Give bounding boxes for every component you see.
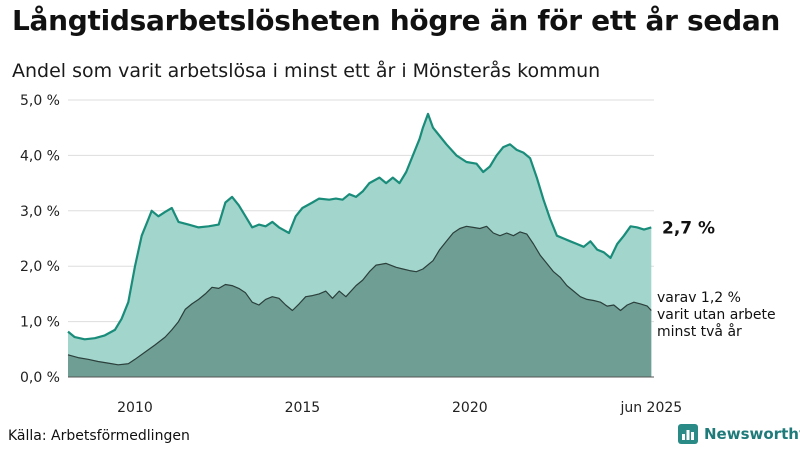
chart-subtitle: Andel som varit arbetslösa i minst ett å…	[12, 60, 601, 82]
x-tick-label: 2010	[117, 400, 153, 416]
y-tick-label: 1,0 %	[20, 315, 60, 331]
y-tick-label: 0,0 %	[20, 370, 60, 386]
y-tick-label: 2,0 %	[20, 259, 60, 275]
x-tick-label: 2020	[452, 400, 488, 416]
source-note: Källa: Arbetsförmedlingen	[8, 428, 190, 444]
y-tick-label: 4,0 %	[20, 148, 60, 164]
newsworthy-icon	[678, 424, 698, 444]
series-2-area	[68, 226, 652, 377]
y-tick-label: 3,0 %	[20, 204, 60, 220]
brand-logo: Newsworthy	[678, 424, 800, 444]
series-1-line	[67, 112, 652, 341]
latest-long-term-label: minst två år	[657, 323, 742, 340]
y-tick-label: 5,0 %	[20, 93, 60, 109]
latest-total-label: 2,7 %	[662, 218, 715, 238]
chart-title: Långtidsarbetslösheten högre än för ett …	[12, 4, 781, 37]
x-tick-label: 2015	[285, 400, 321, 416]
x-tick-label: jun 2025	[619, 400, 682, 416]
brand-label: Newsworthy	[704, 425, 800, 443]
latest-long-term-label: varav 1,2 %	[657, 290, 741, 306]
latest-long-term-label: varit utan arbete	[657, 307, 776, 323]
series-2-line	[67, 225, 652, 366]
